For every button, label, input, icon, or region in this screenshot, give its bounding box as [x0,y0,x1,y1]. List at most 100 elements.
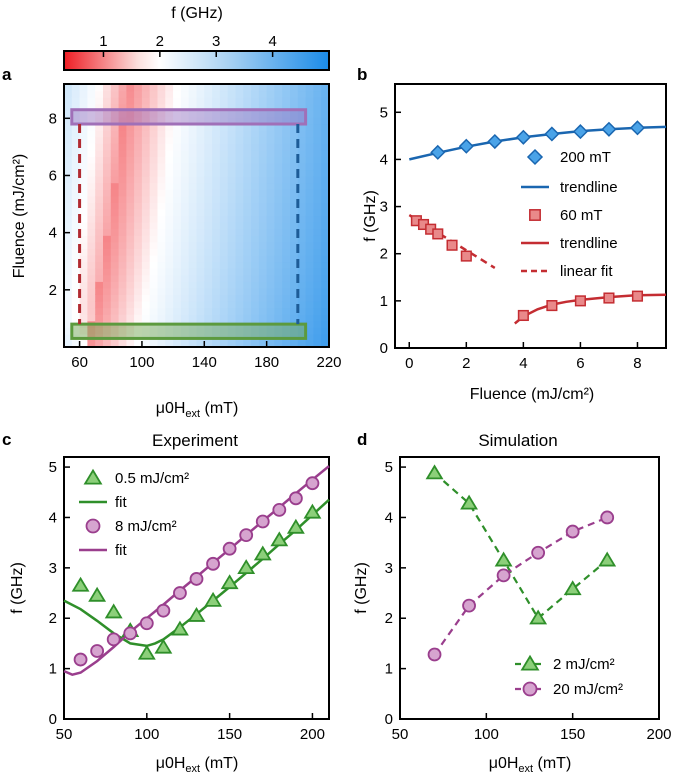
heatmap-cell [235,294,244,302]
heatmap-cell [71,103,81,111]
heatmap-cell [165,222,174,230]
heatmap-cell [87,248,96,256]
legend-label: 0.5 mJ/cm² [115,470,189,487]
heatmap-cell [64,274,73,282]
heatmap-cell [173,222,182,230]
heatmap-cell [266,274,275,282]
heatmap-cell [141,301,151,309]
heatmap-cell [95,215,104,223]
heatmap-cell [282,123,291,131]
heatmap-cell [321,110,329,118]
heatmap-cell [196,90,205,98]
heatmap-cell [212,116,221,125]
heatmap-cell [141,268,151,276]
heatmap-cell [212,287,221,295]
heatmap-cell [219,287,229,295]
heatmap-cell [305,235,314,243]
panel-a-xtick-label: 60 [71,354,88,371]
heatmap-cell [204,261,213,269]
heatmap-cell [212,182,221,190]
heatmap-cell [173,248,182,256]
heatmap-cell [173,268,182,276]
heatmap-cell [258,281,268,289]
heatmap-cell [235,195,244,203]
point-200mT [430,144,446,160]
heatmap-cell [141,254,151,263]
heatmap-cell [290,222,299,230]
heatmap-cell [118,215,127,223]
heatmap-cell [235,116,244,125]
panel-c-xtick-label: 100 [134,726,159,743]
heatmap-cell [212,222,221,230]
heatmap-cell [134,235,143,243]
heatmap-cell [204,222,213,230]
heatmap-cell [141,274,151,282]
heatmap-cell [149,254,159,263]
heatmap-cell [321,143,329,151]
heatmap-cell [180,215,190,223]
heatmap-cell [204,84,213,92]
heatmap-cell [258,189,268,197]
heatmap-cell [95,97,104,105]
heatmap-cell [118,110,127,118]
heatmap-cell [282,97,291,105]
heatmap-cell [313,97,322,105]
heatmap-cell [258,97,268,105]
heatmap-cell [79,189,88,197]
heatmap-cell [87,301,96,309]
heatmap-cell [251,301,260,309]
heatmap-cell [64,195,73,203]
heatmap-cell [126,287,135,295]
heatmap-cell [251,169,260,177]
legend-label: fit [115,494,128,511]
heatmap-cell [180,261,190,269]
heatmap-cell [149,202,159,210]
panel-c-xtick-label: 50 [56,726,73,743]
heatmap-cell [157,169,166,177]
heatmap-cell [313,248,322,256]
heatmap-cell [141,176,151,184]
heatmap-cell [110,84,120,92]
heatmap-cell [235,182,244,190]
heatmap-cell [149,215,159,223]
heatmap-cell [180,340,190,347]
heatmap-cell [266,130,275,138]
heatmap-cell [180,116,190,125]
heatmap-cell [266,189,275,197]
heatmap-cell [290,254,299,263]
heatmap-cell [188,162,198,171]
panel-c-ytick-label: 0 [49,711,57,728]
heatmap-cell [141,84,151,92]
heatmap-cell [227,123,237,131]
heatmap-cell [313,149,322,157]
heatmap-cell [173,287,182,295]
heatmap-cell [173,228,182,236]
panel-a-ytick-label: 6 [49,167,57,184]
heatmap-cell [313,235,322,243]
heatmap-cell [165,123,174,131]
heatmap-cell [165,228,174,236]
heatmap-cell [227,84,237,92]
heatmap-cell [134,222,143,230]
heatmap-cell [313,241,322,249]
heatmap-cell [243,97,252,105]
highlight-box-high-fluence [70,108,308,126]
heatmap-cell [149,274,159,282]
heatmap-cell [274,294,283,302]
heatmap-cell [180,143,190,151]
heatmap-cell [212,162,221,171]
heatmap-cell [165,268,174,276]
heatmap-cell [219,143,229,151]
heatmap-cell [227,202,237,210]
heatmap-cell [118,254,127,263]
heatmap-cell [141,314,151,322]
heatmap-cell [227,189,237,197]
heatmap-cell [258,254,268,263]
heatmap-cell [126,340,135,347]
heatmap-cell [126,254,135,263]
heatmap-cell [157,156,166,164]
heatmap-cell [227,143,237,151]
heatmap-cell [258,84,268,92]
heatmap-cell [274,156,283,164]
heatmap-cell [173,301,182,309]
